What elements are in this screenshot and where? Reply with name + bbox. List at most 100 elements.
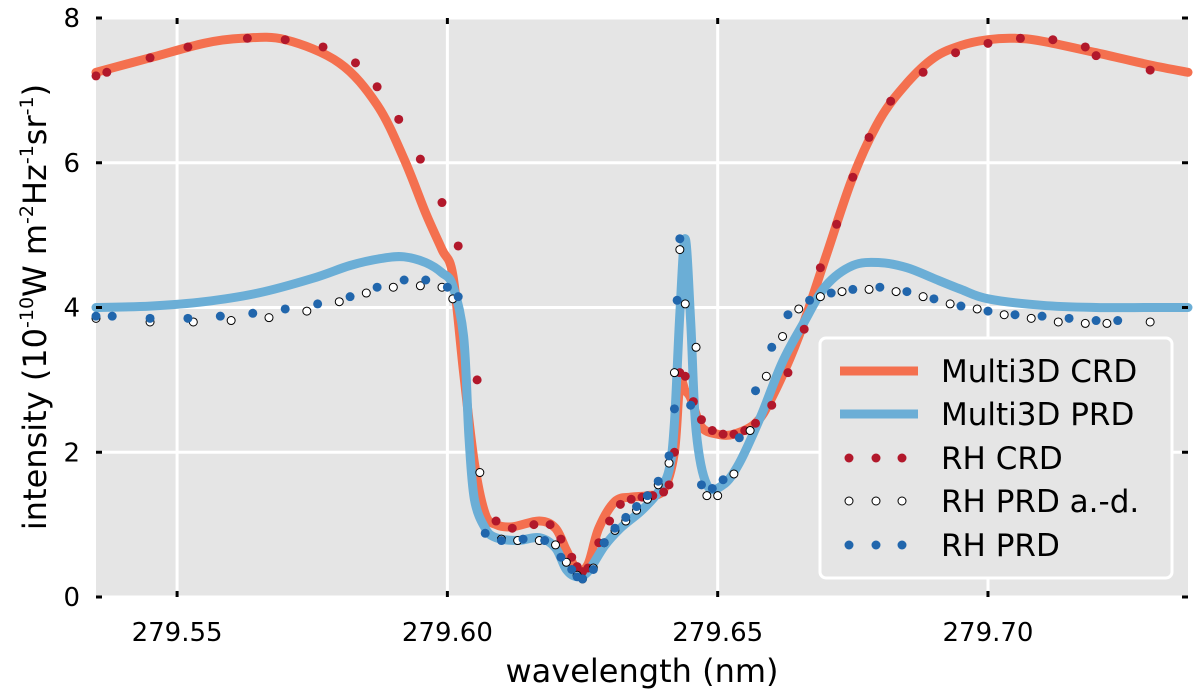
data-point-rh-crd (696, 415, 706, 425)
data-point-rh-prd (345, 292, 355, 302)
data-point-rh-prd-a-d (264, 313, 274, 323)
data-point-rh-crd (615, 499, 625, 509)
legend-item-rh-prd-ad: RH PRD a.-d. (844, 484, 1139, 520)
data-point-rh-prd-a-d (226, 316, 236, 326)
data-point-rh-prd (556, 552, 566, 562)
data-point-rh-prd (767, 342, 777, 352)
data-point-rh-prd (588, 564, 598, 574)
legend: Multi3D CRD Multi3D PRD RH CRD RH PRD a.… (818, 336, 1174, 580)
data-point-rh-prd (696, 480, 706, 490)
data-point-rh-prd-a-d (945, 299, 955, 309)
data-point-rh-prd-a-d (729, 469, 739, 479)
legend-marker-rh-crd (844, 453, 854, 463)
data-point-rh-prd (734, 433, 744, 443)
legend-label-multi3d-prd: Multi3D PRD (941, 397, 1134, 433)
data-point-rh-prd-a-d (475, 468, 485, 478)
data-point-rh-prd-a-d (794, 304, 804, 314)
x-tick-label: 279.65 (672, 618, 763, 648)
data-point-rh-crd (415, 154, 425, 164)
data-point-rh-crd (799, 324, 809, 334)
data-point-rh-prd-a-d (561, 557, 571, 567)
data-point-rh-prd-a-d (675, 245, 685, 255)
data-point-rh-prd (442, 282, 452, 292)
data-point-rh-prd (902, 287, 912, 297)
data-point-rh-prd-a-d (891, 287, 901, 297)
data-point-rh-crd (1080, 42, 1090, 52)
data-point-rh-crd (394, 114, 404, 124)
data-point-rh-crd (318, 42, 328, 52)
data-point-rh-prd-a-d (702, 491, 712, 501)
data-point-rh-crd (102, 67, 112, 77)
grid (96, 16, 1188, 599)
data-point-rh-crd (437, 198, 447, 208)
y-tick-label: 8 (63, 4, 80, 34)
data-point-rh-crd (1145, 65, 1155, 75)
data-point-rh-crd (556, 534, 566, 544)
data-point-rh-prd-a-d (334, 297, 344, 307)
data-point-rh-crd (1048, 35, 1058, 45)
data-point-rh-prd (313, 299, 323, 309)
data-point-rh-prd-a-d (1053, 317, 1063, 327)
data-point-rh-prd-a-d (669, 368, 679, 378)
data-point-rh-prd (848, 284, 858, 294)
data-point-rh-prd (480, 528, 490, 538)
legend-marker-rh-prd-ad (871, 496, 881, 506)
y-tick-label: 0 (63, 583, 80, 613)
data-point-rh-crd (864, 132, 874, 142)
data-point-rh-crd (280, 35, 290, 45)
data-point-rh-crd (886, 96, 896, 106)
axes: 279.55 279.60 279.65 279.70 0 2 4 6 8 (63, 4, 1188, 648)
legend-label-rh-crd: RH CRD (941, 441, 1063, 477)
data-point-rh-prd (707, 483, 717, 493)
data-point-rh-prd (669, 404, 679, 414)
legend-item-multi3d-prd: Multi3D PRD (840, 397, 1134, 433)
data-point-rh-prd (1091, 316, 1101, 326)
data-point-rh-prd (718, 475, 728, 485)
data-point-rh-crd (183, 42, 193, 52)
data-point-rh-prd-a-d (691, 342, 701, 352)
legend-label-rh-prd-ad: RH PRD a.-d. (941, 484, 1139, 520)
data-point-rh-prd (826, 288, 836, 298)
data-point-rh-prd (399, 275, 409, 285)
data-point-rh-prd (783, 310, 793, 320)
data-point-rh-prd (686, 400, 696, 410)
data-point-rh-crd (242, 33, 252, 43)
data-point-rh-prd (875, 282, 885, 292)
data-point-rh-crd (453, 241, 463, 251)
data-point-rh-prd (929, 294, 939, 304)
legend-label-rh-prd: RH PRD (941, 528, 1060, 564)
data-point-rh-crd (91, 71, 101, 81)
data-point-rh-crd (983, 38, 993, 48)
data-point-rh-prd-a-d (918, 292, 928, 302)
data-point-rh-crd (815, 263, 825, 273)
data-point-rh-crd (472, 375, 482, 385)
legend-marker-rh-crd (871, 453, 881, 463)
data-point-rh-prd (540, 536, 550, 546)
data-point-rh-crd (507, 523, 517, 533)
data-point-rh-prd (642, 491, 652, 501)
data-point-rh-prd (805, 295, 815, 305)
data-point-rh-crd (751, 418, 761, 428)
data-point-rh-prd-a-d (1102, 318, 1112, 328)
data-point-rh-prd (518, 534, 528, 544)
y-tick-label: 2 (63, 438, 80, 468)
data-point-rh-prd (280, 304, 290, 314)
x-axis-title: wavelength (nm) (506, 652, 779, 690)
x-tick-label: 279.70 (942, 618, 1033, 648)
data-point-rh-crd (145, 53, 155, 63)
data-point-rh-prd (675, 234, 685, 244)
data-point-rh-prd (107, 311, 117, 321)
data-point-rh-crd (848, 172, 858, 182)
y-tick-label: 6 (63, 149, 80, 179)
data-point-rh-prd (751, 386, 761, 396)
data-point-rh-prd-a-d (415, 281, 425, 291)
data-point-rh-prd-a-d (1026, 313, 1036, 323)
data-point-rh-prd (672, 295, 682, 305)
data-point-rh-crd (783, 368, 793, 378)
data-point-rh-prd-a-d (761, 371, 771, 381)
data-point-rh-prd-a-d (837, 287, 847, 297)
data-point-rh-crd (1015, 33, 1025, 43)
data-point-rh-crd (1091, 51, 1101, 61)
data-point-rh-prd (653, 476, 663, 486)
